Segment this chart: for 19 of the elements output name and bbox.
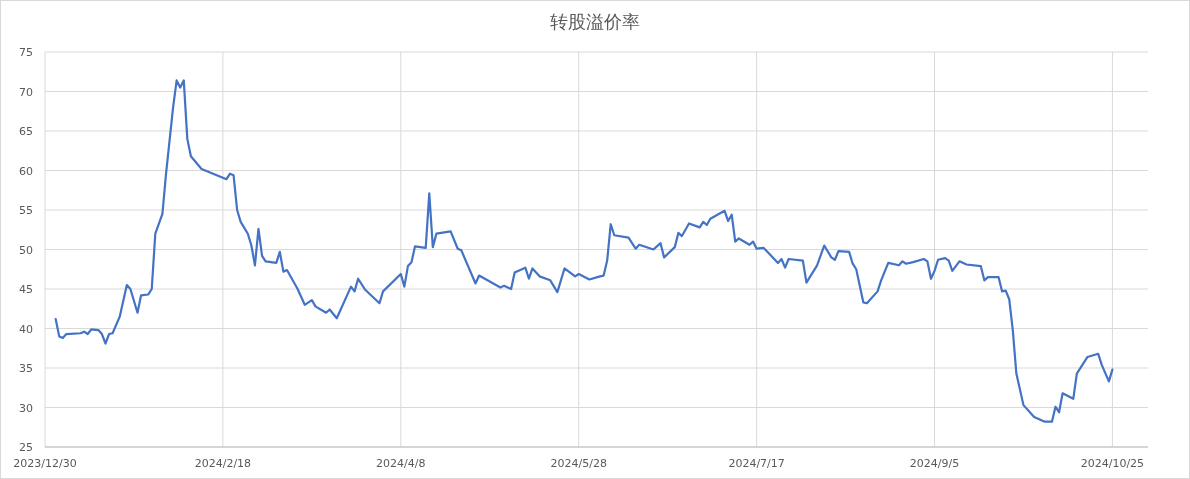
y-tick-label: 55 [19, 204, 33, 217]
y-tick-label: 70 [19, 85, 33, 99]
x-tick-label: 2024/7/17 [728, 457, 785, 470]
y-tick-label: 25 [19, 441, 33, 454]
chart-title: 转股溢价率 [550, 11, 640, 32]
x-tick-label: 2024/5/28 [550, 457, 607, 470]
y-tick-label: 45 [19, 283, 33, 296]
y-tick-label: 60 [19, 164, 33, 178]
y-tick-label: 50 [19, 243, 33, 257]
x-tick-label: 2024/10/25 [1080, 457, 1145, 470]
y-tick-label: 35 [19, 362, 33, 375]
y-tick-label: 65 [19, 125, 33, 138]
y-tick-label: 40 [19, 322, 33, 336]
x-tick-label: 2024/4/8 [376, 457, 426, 470]
x-tick-label: 2023/12/30 [13, 457, 77, 470]
y-tick-label: 30 [19, 401, 33, 415]
x-tick-label: 2024/2/18 [194, 457, 252, 470]
x-tick-label: 2024/9/5 [909, 457, 960, 470]
y-tick-label: 75 [19, 46, 33, 59]
